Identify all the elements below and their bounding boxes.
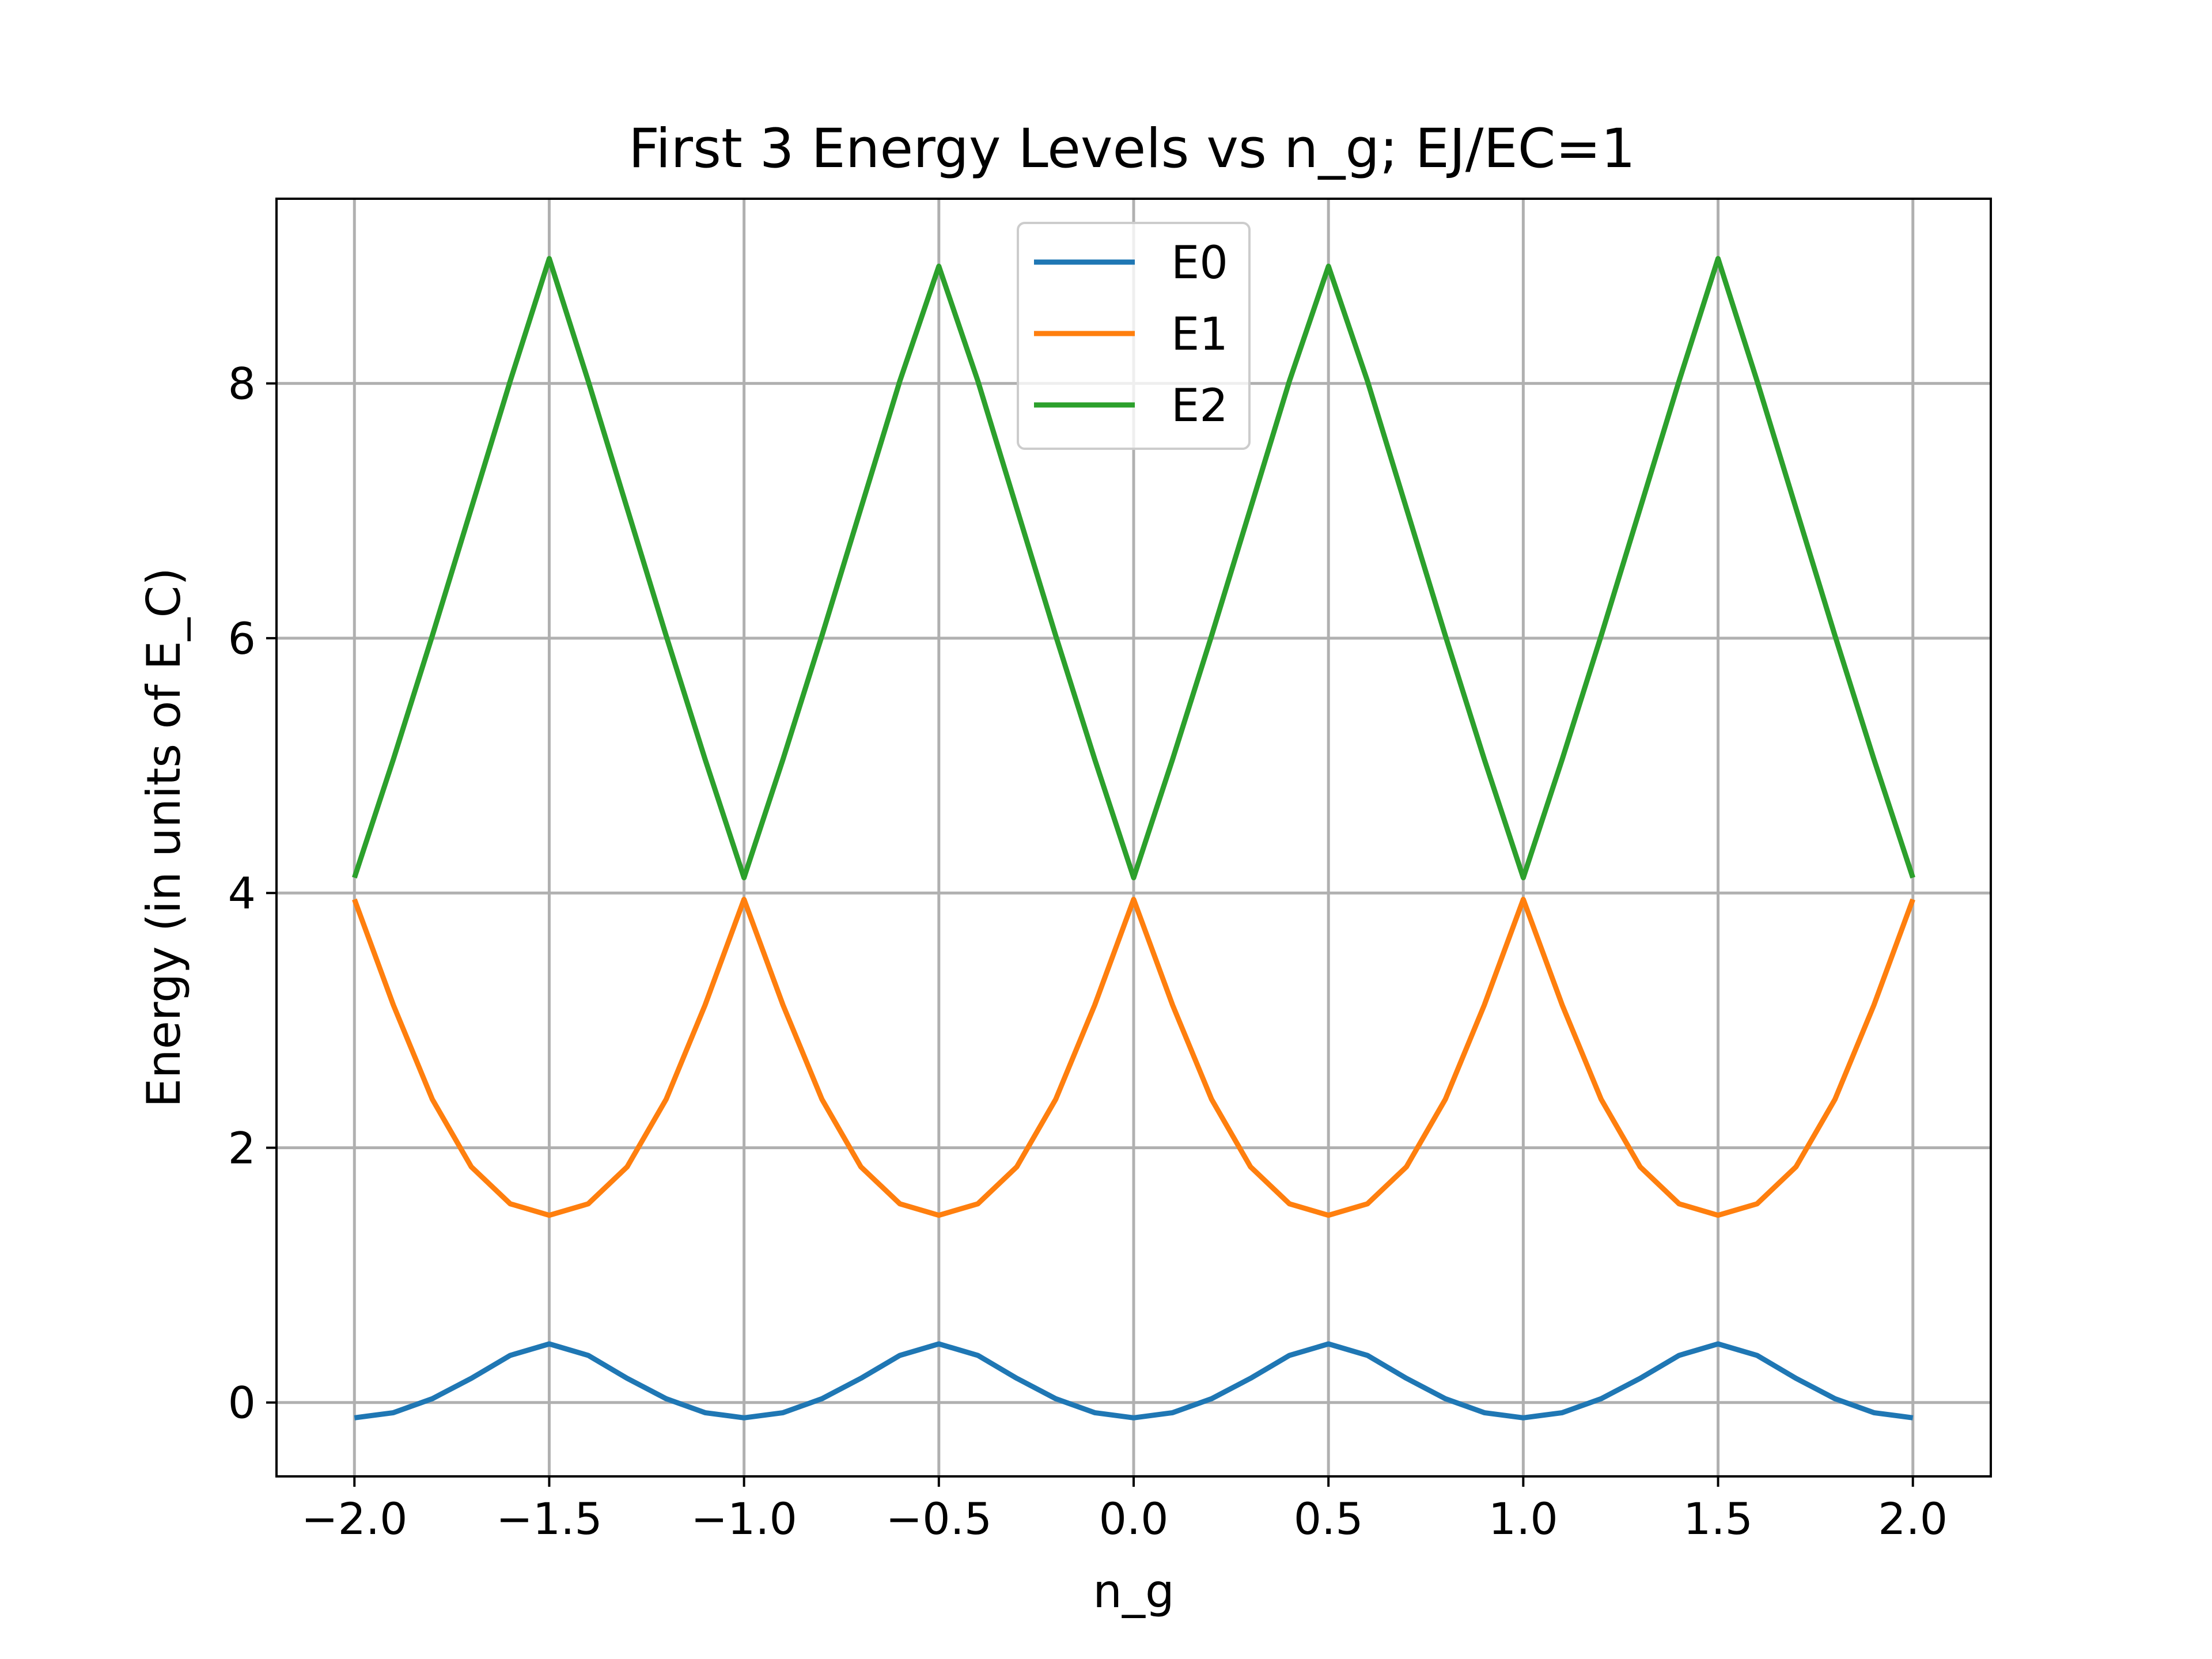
- y-tick-label: 8: [228, 358, 256, 410]
- legend-label-e1: E1: [1171, 309, 1228, 361]
- series-line-e1: [352, 896, 1915, 1218]
- series-line-e2: [352, 256, 1915, 881]
- x-tick-label: 2.0: [1878, 1493, 1948, 1544]
- legend: E0 E1 E2: [1017, 222, 1251, 450]
- y-axis-label: Energy (in units of E_C): [137, 567, 191, 1107]
- x-axis-label: n_g: [1093, 1565, 1174, 1618]
- x-tick-label: −1.0: [691, 1493, 797, 1544]
- x-tick-label: 0.0: [1099, 1493, 1169, 1544]
- y-axis-ticks: 0 2 4 6 8: [228, 358, 276, 1429]
- x-tick-label: 0.5: [1294, 1493, 1363, 1544]
- x-tick-label: 1.5: [1683, 1493, 1753, 1544]
- y-tick-label: 4: [228, 868, 256, 919]
- y-tick-label: 0: [228, 1377, 256, 1429]
- chart-title: First 3 Energy Levels vs n_g; EJ/EC=1: [628, 118, 1635, 180]
- legend-label-e0: E0: [1171, 237, 1228, 289]
- x-tick-label: −1.5: [496, 1493, 603, 1544]
- x-tick-label: −2.0: [301, 1493, 408, 1544]
- y-tick-label: 2: [228, 1122, 256, 1173]
- y-tick-label: 6: [228, 613, 256, 664]
- legend-label-e2: E2: [1171, 380, 1228, 432]
- x-tick-label: 1.0: [1488, 1493, 1558, 1544]
- x-tick-label: −0.5: [886, 1493, 993, 1544]
- x-axis-ticks: −2.0 −1.5 −1.0 −0.5 0.0 0.5 1.0 1.5 2.0: [301, 1476, 1948, 1544]
- data-series: [352, 256, 1915, 1421]
- series-line-e0: [354, 1341, 1914, 1421]
